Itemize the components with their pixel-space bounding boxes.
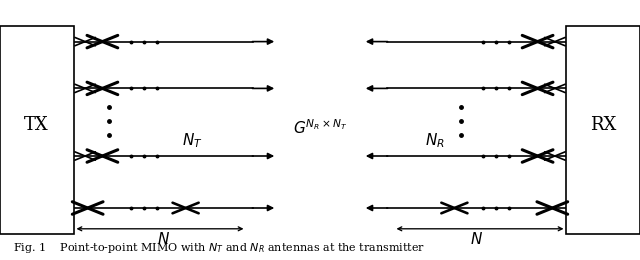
- Text: $N$: $N$: [157, 231, 170, 247]
- Bar: [566, 26, 640, 234]
- Text: $N$: $N$: [470, 231, 483, 247]
- Text: TX: TX: [24, 116, 49, 134]
- Text: Fig. 1    Point-to-point MIMO with $N_T$ and $N_R$ antennas at the transmitter: Fig. 1 Point-to-point MIMO with $N_T$ an…: [13, 241, 425, 255]
- Text: RX: RX: [590, 116, 617, 134]
- Text: $G^{N_R \times N_T}$: $G^{N_R \times N_T}$: [292, 118, 348, 137]
- Text: $N_R$: $N_R$: [426, 131, 445, 150]
- Bar: [0, 26, 74, 234]
- Text: $N_T$: $N_T$: [182, 131, 202, 150]
